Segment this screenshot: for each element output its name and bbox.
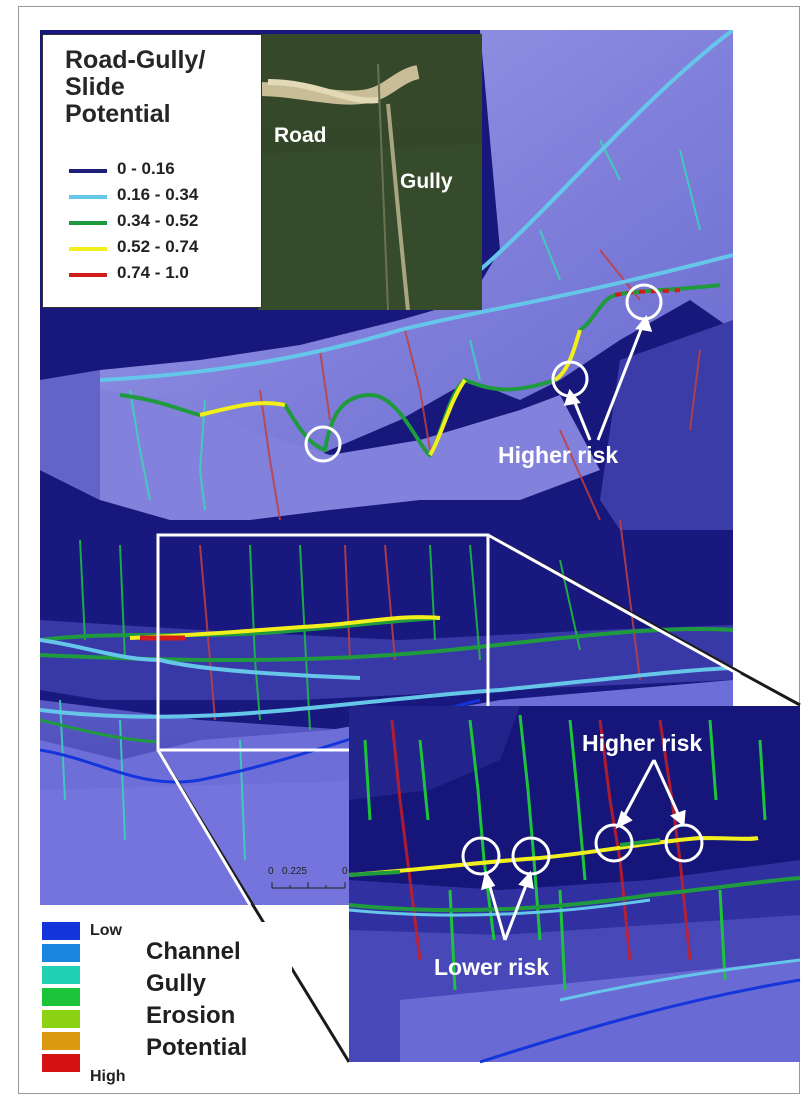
legend-label: 0.52 - 0.74 [117, 237, 199, 256]
legend-swatch [69, 247, 107, 251]
erosion-ramp-swatch [42, 966, 80, 984]
legend-label: 0.74 - 1.0 [117, 263, 189, 282]
erosion-ramp-swatch [42, 1054, 80, 1072]
legend-erosion-label: Erosion [146, 1002, 236, 1029]
inset-map [348, 706, 801, 1064]
legend-channel-label: Channel [146, 938, 241, 965]
legend-label: 0 - 0.16 [117, 159, 175, 178]
legend-label: 0.34 - 0.52 [117, 211, 199, 230]
risk-arrows-main [563, 314, 653, 441]
aerial-road-label: Road [274, 124, 327, 147]
erosion-ramp-swatch [42, 922, 80, 940]
zoom-extent-box [156, 533, 490, 752]
legend-title: Road-Gully/ Slide Potential [65, 46, 206, 128]
legend-swatch [69, 195, 107, 199]
scale-bar [271, 882, 346, 889]
legend-potential-label: Potential [146, 1034, 248, 1061]
erosion-ramp-swatch [42, 988, 80, 1006]
erosion-potential-legend: Low High Channel Gully Erosion Potential [42, 922, 292, 1092]
legend-swatch [69, 169, 107, 173]
aerial-gully-label: Gully [400, 170, 453, 193]
higher-risk-label-main: Higher risk [498, 442, 619, 468]
legend-low-label: Low [90, 922, 122, 939]
legend-swatch [69, 273, 107, 277]
lower-risk-label-inset: Lower risk [434, 954, 550, 980]
legend-high-label: High [90, 1068, 126, 1085]
road-gully-legend: Road-Gully/ Slide Potential 0 - 0.16 0.16… [42, 34, 262, 308]
erosion-ramp-swatch [42, 1032, 80, 1050]
aerial-photo: Road Gully [258, 34, 482, 310]
legend-label: 0.16 - 0.34 [117, 185, 199, 204]
risk-arrows-inset [481, 759, 686, 941]
legend-gully-label: Gully [146, 970, 207, 997]
erosion-ramp-swatch [42, 1010, 80, 1028]
legend-swatch [69, 221, 107, 225]
higher-risk-label-inset: Higher risk [582, 730, 703, 756]
erosion-ramp-swatch [42, 944, 80, 962]
